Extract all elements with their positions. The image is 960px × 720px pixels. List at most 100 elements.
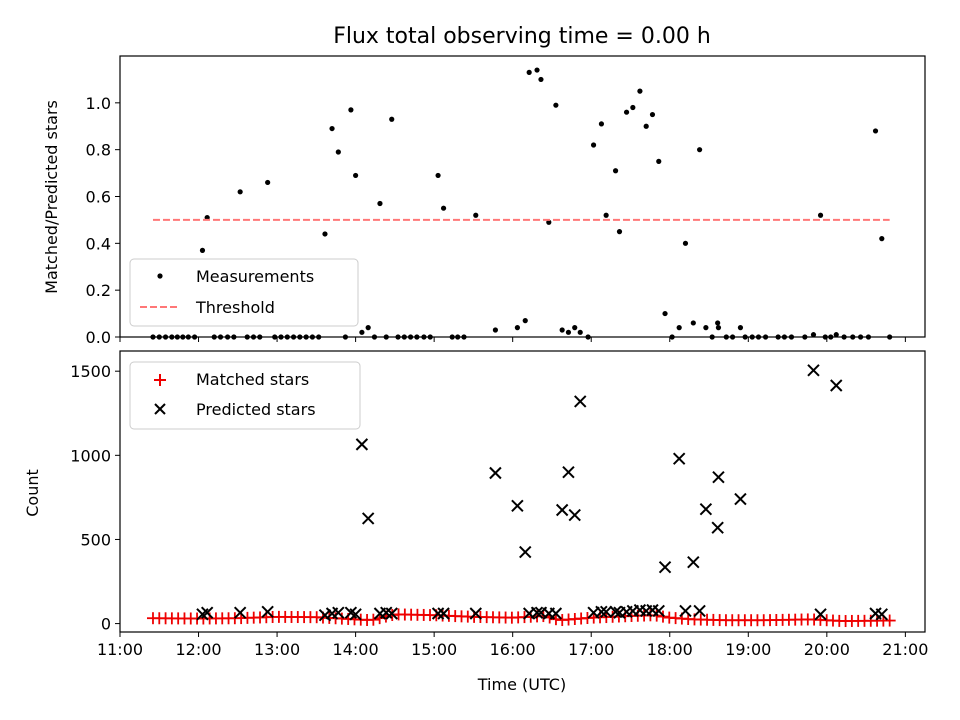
y-tick-label: 0.8: [86, 141, 111, 160]
predicted-star-point: [609, 605, 622, 619]
legend-matched-marker: [154, 374, 166, 386]
measurement-point: [810, 332, 817, 338]
measurement-point: [616, 229, 623, 235]
matched-star-point: [367, 613, 380, 626]
predicted-star-point: [332, 606, 345, 619]
predicted-star-point: [555, 503, 569, 517]
matched-star-point: [656, 610, 669, 623]
predicted-star-point: [489, 466, 502, 480]
top-plot-frame: [119, 55, 926, 338]
measurement-point: [435, 172, 441, 179]
predicted-star-point: [679, 604, 692, 618]
x-tick-label: 18:00: [647, 640, 693, 659]
measurement-point: [577, 329, 583, 335]
measurement-point: [715, 325, 722, 331]
measurement-point: [553, 102, 559, 108]
measurement-point: [237, 189, 243, 195]
predicted-star-point: [385, 607, 398, 620]
bottom-y-axis-label: Count: [23, 469, 42, 517]
measurement-point: [473, 212, 479, 218]
bottom-plot-frame: [119, 350, 926, 633]
bottom-legend-box: [129, 361, 361, 430]
measurement-point: [538, 76, 544, 83]
y-tick-label: 1.0: [86, 94, 111, 113]
measurement-point: [649, 111, 656, 118]
predicted-star-point: [672, 452, 686, 465]
measurement-point: [265, 179, 271, 186]
legend-predicted-label: Predicted stars: [196, 400, 316, 419]
x-axis-label: Time (UTC): [477, 675, 566, 694]
predicted-star-point: [361, 512, 375, 525]
predicted-star-point: [318, 608, 332, 622]
y-tick-label: 1500: [70, 362, 111, 381]
measurement-point: [872, 128, 879, 134]
predicted-star-point: [687, 555, 700, 569]
measurement-point: [377, 200, 383, 207]
measurement-point: [365, 325, 371, 331]
chart-title: Flux total observing time = 0.00 h: [333, 24, 711, 49]
top-y-axis-label: Matched/Predicted stars: [42, 100, 61, 294]
predicted-star-point: [530, 606, 544, 619]
predicted-star-point: [712, 470, 725, 484]
predicted-star-point: [595, 605, 608, 619]
measurement-point: [389, 116, 395, 122]
measurement-point: [630, 104, 636, 111]
measurement-point: [715, 320, 721, 326]
measurement-point: [690, 320, 696, 326]
predicted-star-point: [431, 607, 445, 620]
measurement-point: [676, 325, 682, 331]
top-legend-box: [129, 258, 359, 327]
predicted-star-point: [734, 492, 747, 506]
predicted-star-point: [807, 364, 820, 377]
y-tick-label: 0.4: [86, 234, 111, 253]
x-tick-label: 12:00: [175, 640, 221, 659]
measurement-point: [359, 329, 365, 335]
x-tick-label: 21:00: [882, 640, 928, 659]
measurement-point: [522, 318, 528, 324]
legend-predicted-marker: [154, 403, 166, 415]
predicted-star-point: [469, 607, 482, 620]
measurement-point: [643, 123, 649, 129]
measurement-point: [623, 109, 630, 115]
bottom-series-layer: [146, 364, 896, 628]
x-tick-label: 17:00: [568, 640, 614, 659]
x-tick-label: 14:00: [333, 640, 379, 659]
x-tick-label: 15:00: [411, 640, 457, 659]
predicted-star-point: [574, 395, 587, 408]
measurement-point: [637, 88, 643, 94]
predicted-star-point: [814, 608, 827, 621]
measurement-point: [590, 142, 597, 148]
measurement-point: [662, 310, 668, 317]
predicted-star-point: [599, 605, 613, 619]
measurement-point: [329, 125, 335, 132]
x-tick-label: 11:00: [97, 640, 143, 659]
y-tick-label: 0.2: [86, 281, 111, 300]
measurement-point: [492, 327, 499, 333]
measurement-point: [656, 158, 662, 164]
predicted-star-point: [349, 608, 362, 621]
measurement-point: [697, 147, 703, 153]
predicted-star-point: [562, 465, 575, 479]
measurement-point: [348, 107, 354, 113]
bottom-ticks-layer: 11:00 12:00 13:00 14:00 15:00 16:00 17:00 18:00…: [70, 362, 928, 659]
predicted-star-point: [658, 561, 672, 574]
predicted-star-point: [568, 508, 581, 522]
measurement-point: [817, 212, 824, 218]
predicted-star-point: [261, 605, 274, 619]
predicted-star-point: [233, 606, 247, 619]
x-tick-label: 19:00: [725, 640, 771, 659]
measurement-point: [526, 69, 532, 75]
measurement-point: [440, 205, 447, 211]
top-panel: Flux total observing time = 0.00 h Match…: [42, 24, 926, 347]
legend-measurements-label: Measurements: [196, 267, 314, 286]
measurement-point: [514, 325, 520, 331]
y-tick-label: 0.6: [86, 188, 111, 207]
legend-measurements-marker: [157, 273, 163, 279]
measurement-point: [565, 329, 572, 335]
measurement-point: [322, 231, 328, 237]
predicted-star-point: [699, 502, 713, 516]
measurement-point: [598, 121, 605, 127]
x-tick-label: 16:00: [490, 640, 536, 659]
